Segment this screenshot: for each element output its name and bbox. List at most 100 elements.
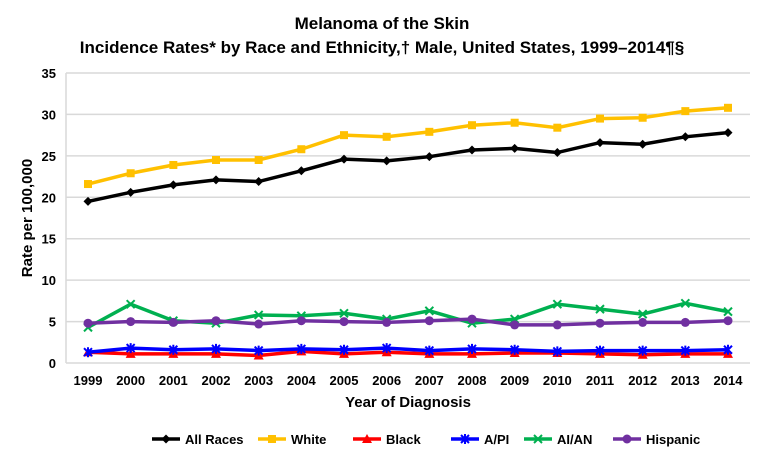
data-point — [126, 187, 136, 197]
x-tick-label: 1999 — [74, 373, 103, 388]
data-point — [595, 304, 605, 314]
legend-item: All Races — [152, 432, 244, 447]
legend-marker — [460, 434, 470, 444]
data-point — [553, 123, 562, 132]
data-point — [381, 343, 392, 354]
data-point — [424, 152, 434, 162]
data-point — [83, 318, 93, 328]
data-point — [125, 343, 136, 354]
y-tick-label: 0 — [49, 356, 56, 371]
series-line — [87, 106, 729, 186]
y-tick-label: 10 — [42, 273, 56, 288]
legend-marker — [622, 434, 632, 444]
x-tick-label: 2010 — [543, 373, 572, 388]
series-a-pi — [83, 343, 733, 358]
data-point — [723, 128, 733, 138]
data-point — [510, 118, 519, 127]
data-point — [467, 314, 477, 324]
data-point — [637, 345, 648, 356]
x-tick-label: 2004 — [287, 373, 317, 388]
series-line — [87, 130, 729, 204]
data-point — [596, 114, 604, 123]
y-tick-label: 25 — [42, 149, 56, 164]
y-tick-label: 30 — [42, 107, 56, 122]
data-point — [680, 132, 690, 142]
legend-marker — [161, 434, 171, 444]
y-tick-label: 5 — [49, 315, 56, 330]
chart-title: Melanoma of the Skin — [294, 14, 470, 33]
data-point — [169, 160, 178, 169]
data-point — [254, 177, 264, 187]
data-point — [339, 344, 349, 355]
data-point — [723, 306, 733, 317]
series-line — [87, 349, 728, 358]
data-point — [254, 319, 264, 329]
data-point — [595, 345, 605, 356]
data-point — [211, 343, 221, 354]
data-point — [84, 180, 92, 189]
legend-label: All Races — [185, 432, 244, 447]
data-point — [340, 131, 348, 140]
series-hispanic — [83, 314, 733, 330]
data-point — [83, 347, 93, 358]
legend-marker — [268, 435, 276, 443]
data-point — [297, 145, 306, 154]
data-point — [552, 346, 563, 357]
data-point — [296, 316, 306, 326]
data-point — [296, 343, 307, 354]
x-tick-label: 2002 — [202, 373, 231, 388]
data-point — [296, 166, 306, 176]
data-point — [253, 310, 264, 320]
data-point — [126, 169, 135, 178]
data-point — [382, 317, 392, 327]
legend-item: AI/AN — [524, 432, 592, 447]
data-point — [638, 317, 648, 327]
data-point — [552, 320, 562, 330]
legend-marker — [362, 434, 372, 443]
legend-label: White — [291, 432, 326, 447]
x-tick-label: 2003 — [244, 373, 273, 388]
x-tick-label: 2014 — [714, 373, 744, 388]
data-point — [424, 345, 435, 356]
data-point — [510, 143, 520, 153]
data-point — [723, 344, 733, 355]
data-point — [424, 316, 434, 326]
data-point — [595, 318, 605, 328]
data-point — [254, 156, 263, 164]
y-tick-label: 20 — [42, 190, 56, 205]
y-tick-label: 15 — [42, 232, 56, 247]
series-all-races — [83, 128, 733, 206]
data-point — [212, 156, 220, 164]
legend-label: A/PI — [484, 432, 509, 447]
data-point — [125, 299, 136, 309]
series-line — [87, 346, 729, 354]
data-point — [637, 309, 648, 319]
x-tick-label: 2001 — [159, 373, 188, 388]
data-point — [253, 345, 264, 356]
data-point — [211, 316, 221, 326]
data-point — [638, 113, 647, 122]
legend-item: Hispanic — [613, 432, 700, 447]
legend-label: Hispanic — [646, 432, 700, 447]
data-point — [680, 345, 691, 356]
series-ai-an — [83, 298, 733, 333]
data-point — [168, 344, 179, 355]
data-point — [681, 107, 690, 116]
x-tick-label: 2011 — [586, 373, 614, 388]
data-point — [382, 156, 392, 166]
data-point — [467, 343, 477, 354]
x-tick-label: 2012 — [628, 373, 657, 388]
data-point — [724, 103, 732, 112]
data-point — [510, 320, 520, 330]
series-line — [87, 317, 729, 327]
chart-subtitle: Incidence Rates* by Race and Ethnicity,†… — [79, 38, 685, 57]
x-tick-label: 2006 — [372, 373, 401, 388]
data-point — [168, 180, 178, 190]
legend-item: White — [258, 432, 326, 447]
data-point — [595, 138, 605, 148]
legend-label: Black — [386, 432, 421, 447]
data-point — [723, 316, 733, 326]
x-tick-label: 2005 — [330, 373, 359, 388]
data-point — [83, 196, 93, 206]
